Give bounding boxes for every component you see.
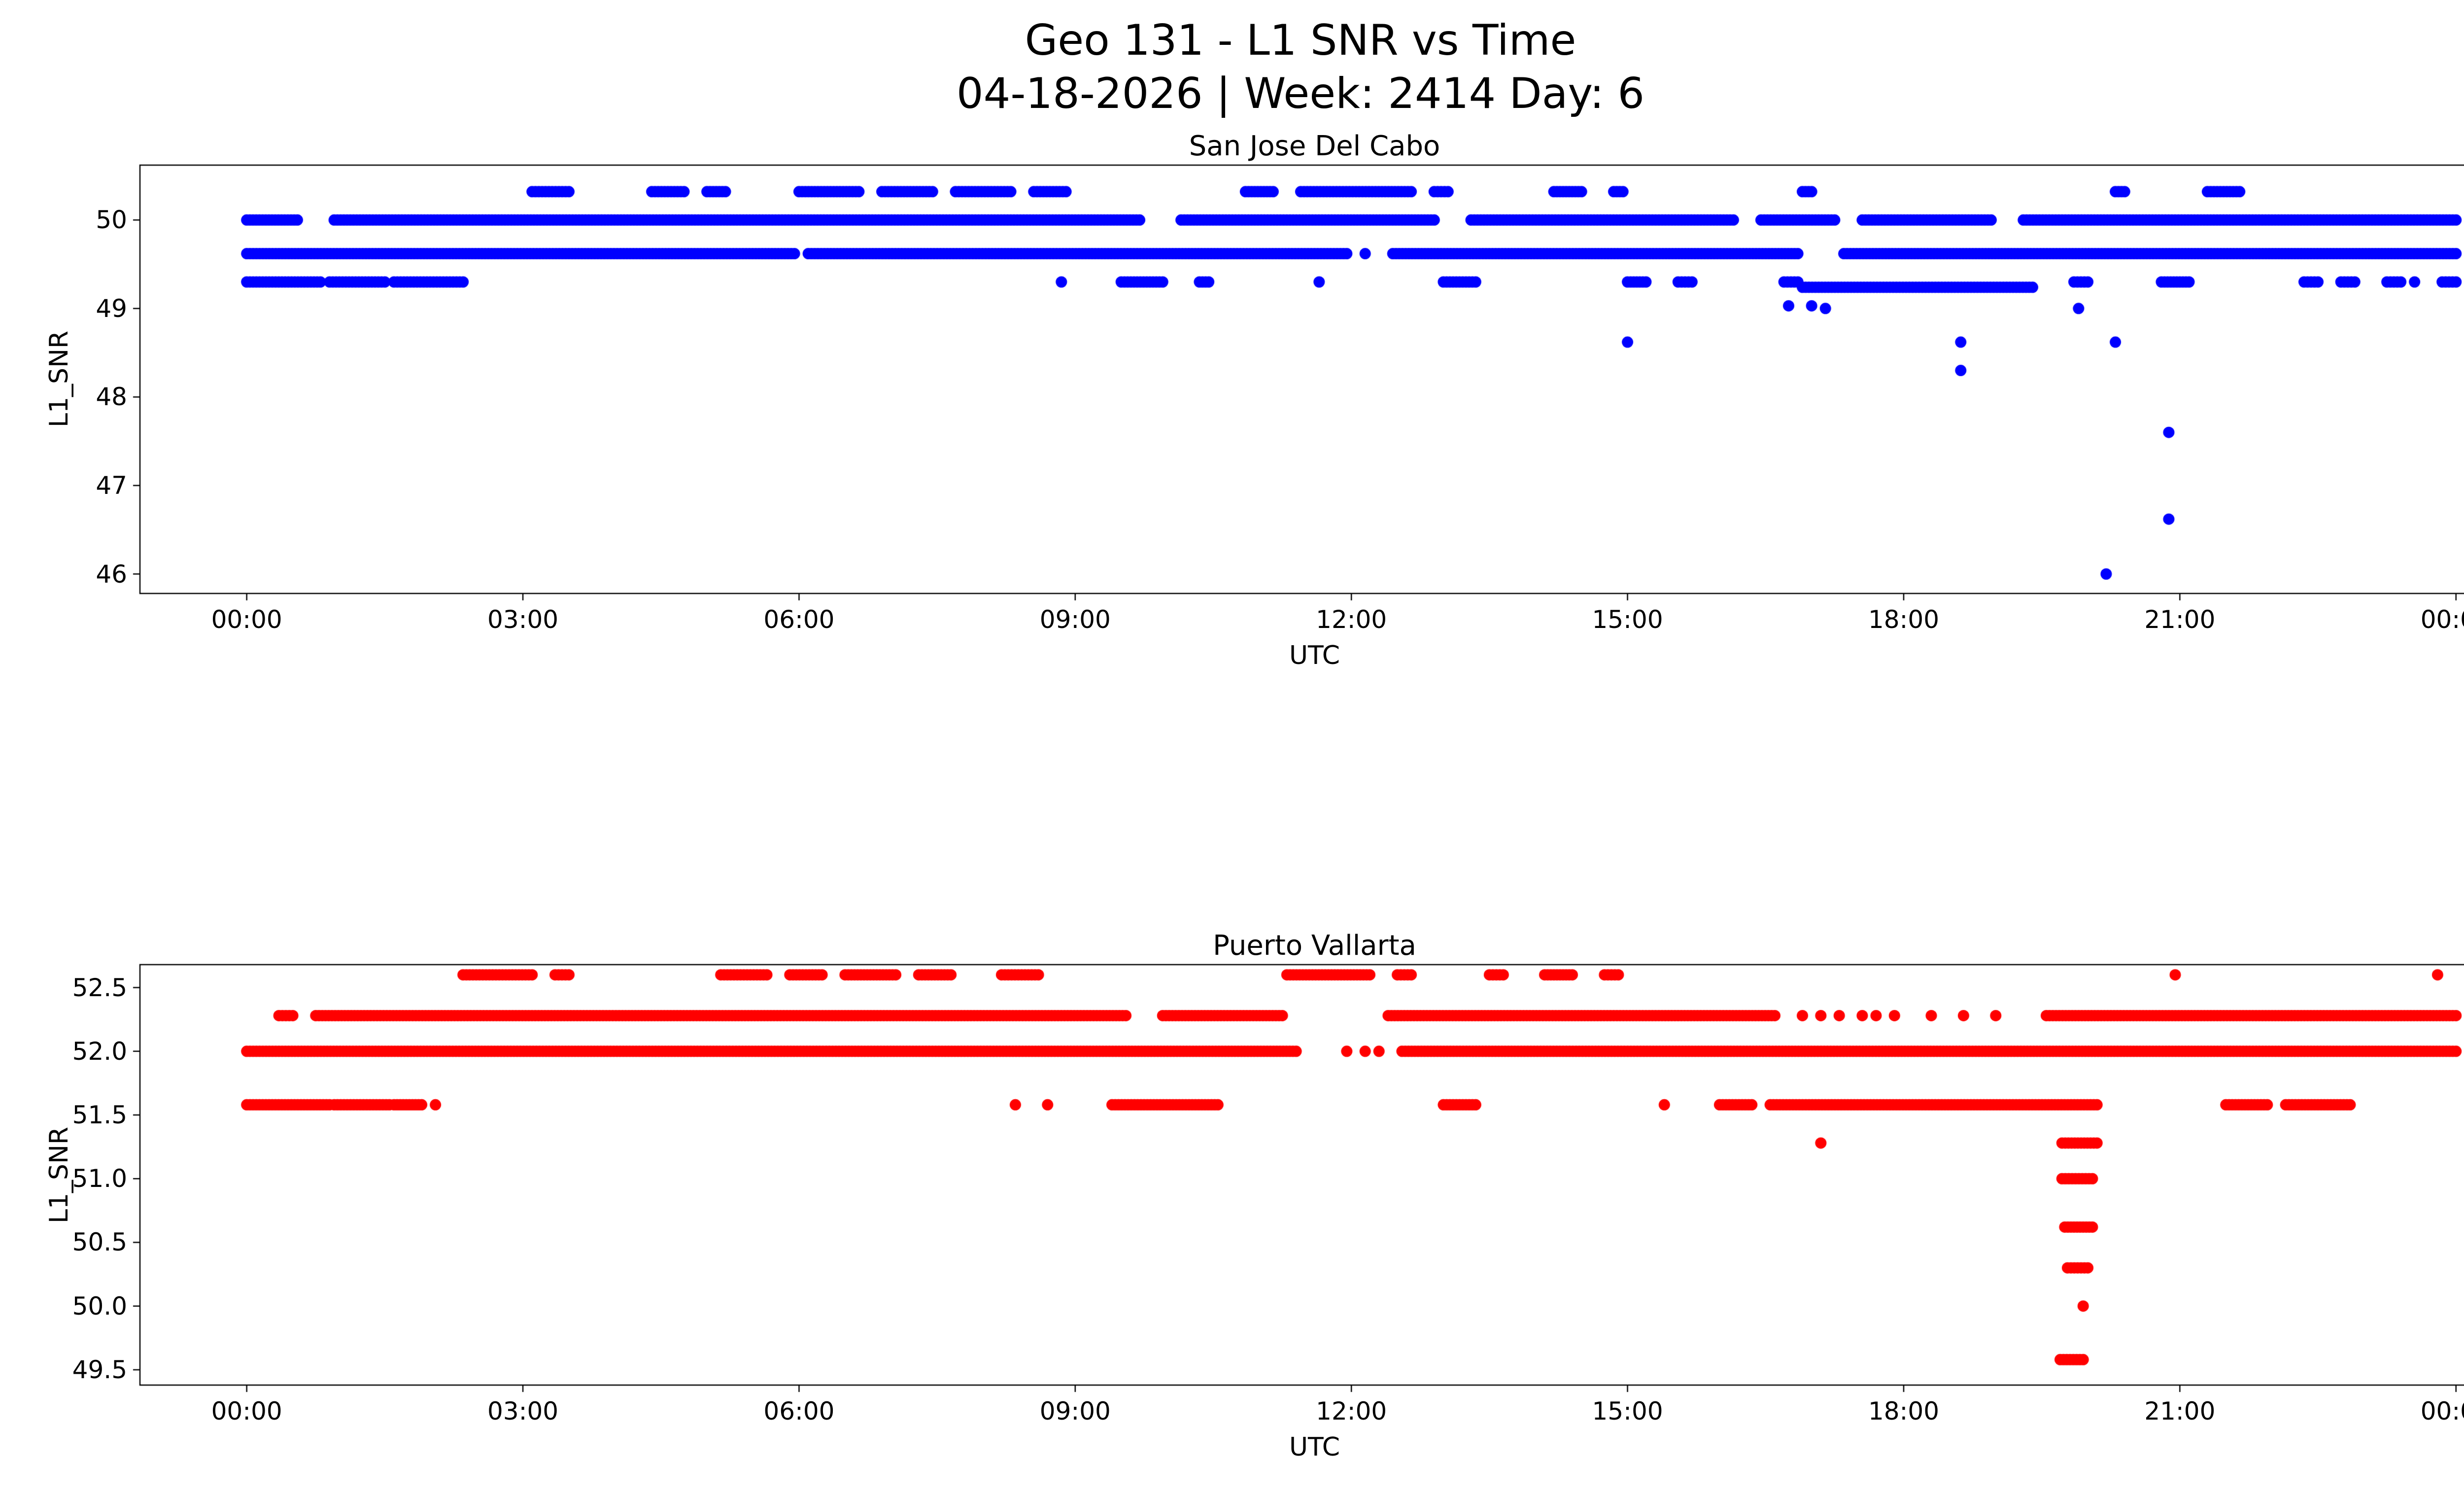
x-tick-label: 00:00 xyxy=(211,1397,282,1425)
x-tick-label: 09:00 xyxy=(1039,1397,1111,1425)
x-tick-label: 03:00 xyxy=(487,605,559,634)
subplot-title-bottom: Puerto Vallarta xyxy=(1213,930,1416,962)
x-tick-label: 00:00 xyxy=(2420,1397,2464,1425)
x-tick-label: 15:00 xyxy=(1592,1397,1663,1425)
x-tick-label: 18:00 xyxy=(1868,605,1940,634)
y-tick-label: 50 xyxy=(96,206,127,235)
y-tick-label: 49 xyxy=(96,294,127,323)
x-tick-label: 18:00 xyxy=(1868,1397,1940,1425)
x-tick-label: 06:00 xyxy=(763,1397,835,1425)
y-tick-label: 48 xyxy=(96,382,127,412)
x-tick-label: 00:00 xyxy=(211,605,282,634)
y-tick-label: 51.5 xyxy=(72,1101,127,1129)
x-tick-label: 12:00 xyxy=(1316,605,1387,634)
y-tick-label: 51.0 xyxy=(72,1164,127,1193)
y-tick-label: 52.0 xyxy=(72,1037,127,1066)
x-tick-label: 03:00 xyxy=(487,1397,559,1425)
x-tick-label: 15:00 xyxy=(1592,605,1663,634)
y-tick-label: 50.0 xyxy=(72,1291,127,1321)
y-axis-label-top: L1_SNR xyxy=(44,330,74,428)
y-tick-label: 46 xyxy=(96,559,127,589)
y-tick-label: 49.5 xyxy=(72,1355,127,1384)
x-tick-label: 06:00 xyxy=(763,605,835,634)
y-tick-label: 52.5 xyxy=(72,973,127,1002)
x-axis-label-bottom: UTC xyxy=(1289,1432,1340,1462)
x-tick-label: 09:00 xyxy=(1039,605,1111,634)
y-tick-label: 50.5 xyxy=(72,1228,127,1257)
x-tick-label: 21:00 xyxy=(2144,605,2216,634)
x-axis-label-top: UTC xyxy=(1289,641,1340,670)
y-axis-label-bottom: L1_SNR xyxy=(44,1126,74,1224)
x-tick-label: 00:00 xyxy=(2420,605,2464,634)
y-tick-label: 47 xyxy=(96,471,127,500)
subplot-title-top: San Jose Del Cabo xyxy=(1189,130,1440,162)
x-tick-label: 12:00 xyxy=(1316,1397,1387,1425)
x-tick-label: 21:00 xyxy=(2144,1397,2216,1425)
